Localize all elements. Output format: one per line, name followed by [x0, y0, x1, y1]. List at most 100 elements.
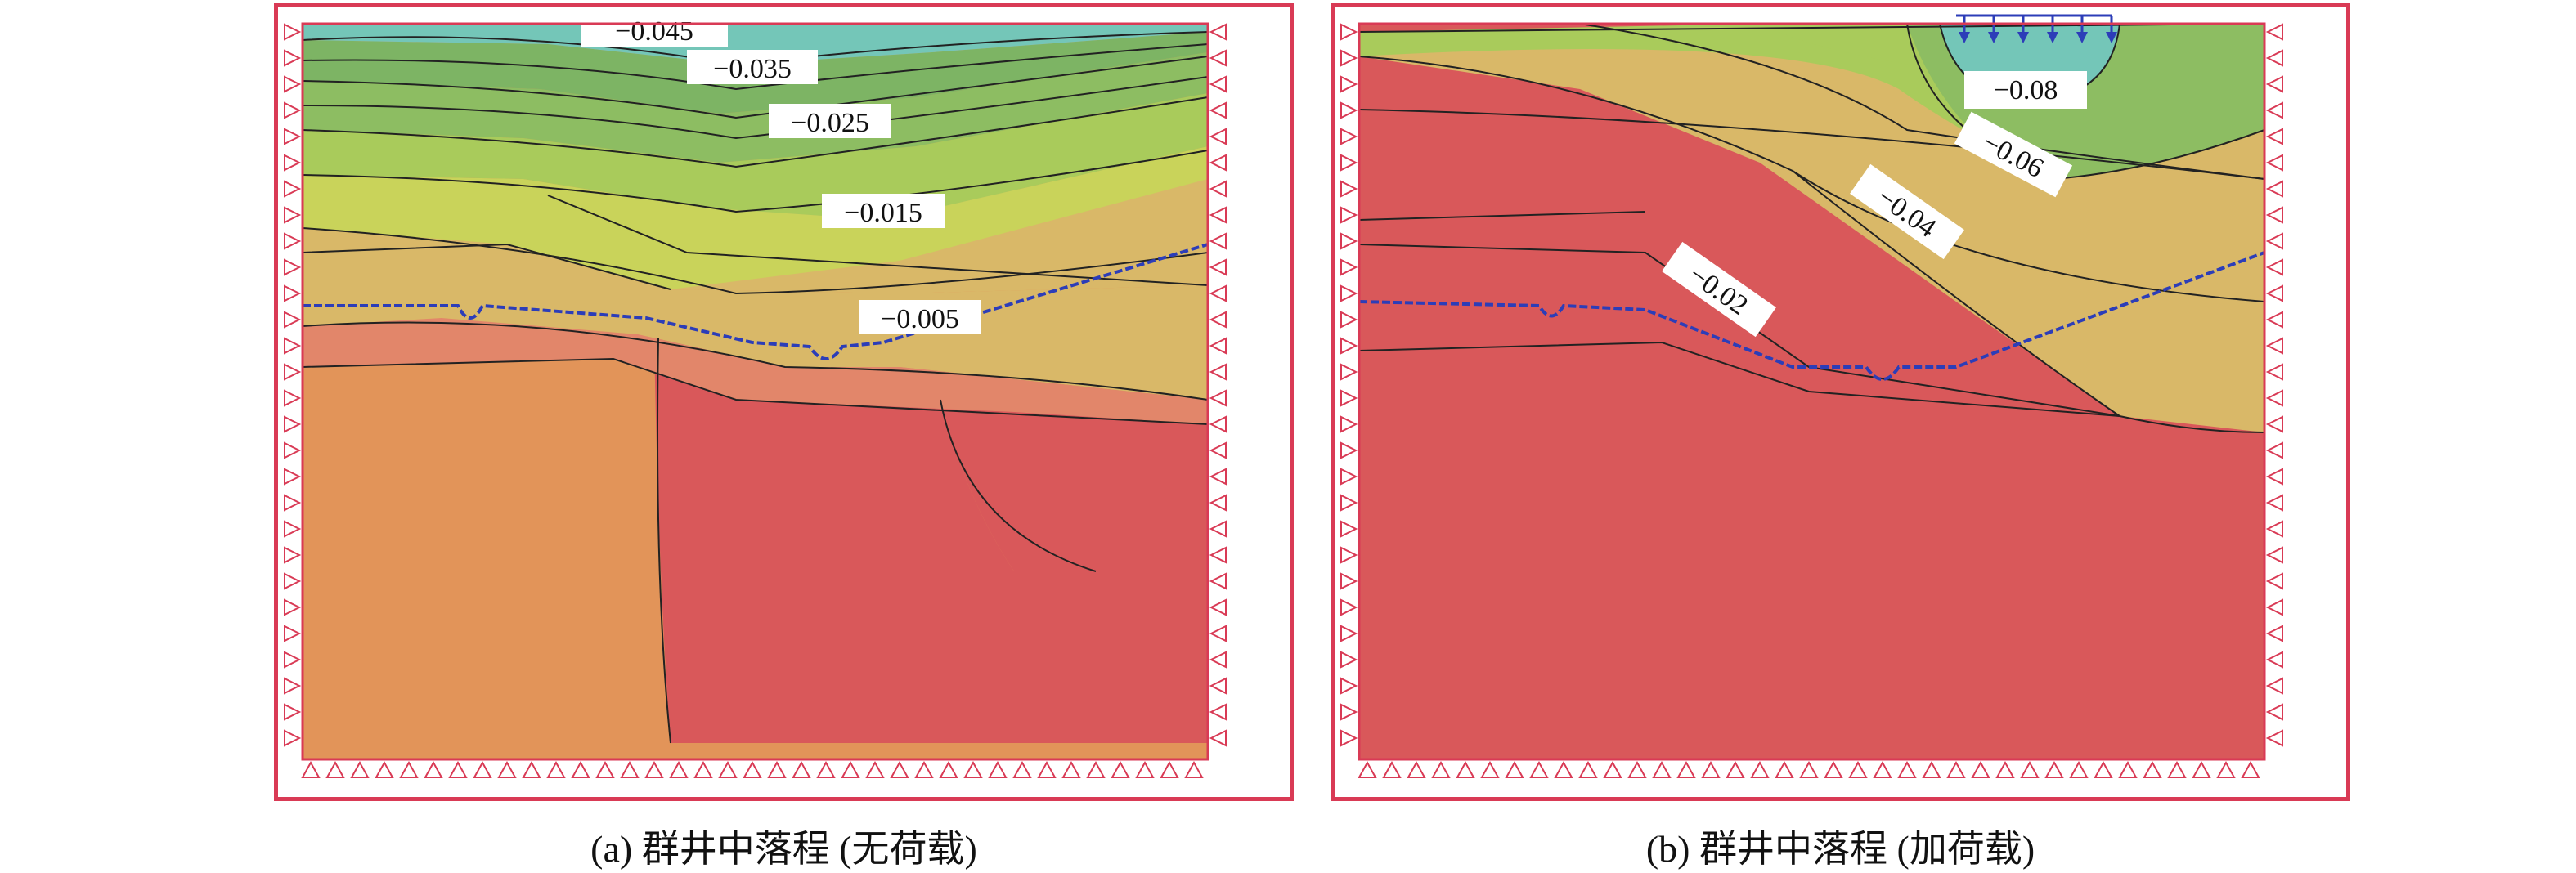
roller-support-icon	[2265, 415, 2283, 433]
pin-support-icon	[1726, 760, 1745, 778]
arrow-head	[2076, 32, 2088, 43]
roller-support-icon	[284, 703, 302, 721]
roller-support-icon	[284, 23, 302, 41]
roller-support-icon	[2265, 337, 2283, 355]
roller-support-icon	[1340, 494, 1358, 512]
roller-support-icon	[1340, 101, 1358, 119]
pin-support-icon	[1873, 760, 1892, 778]
roller-support-icon	[284, 389, 302, 407]
roller-support-icon	[2265, 494, 2283, 512]
panel-a-frame: −0.045 −0.035 −0.025 −0.015 −0.005	[274, 3, 1294, 801]
roller-support-icon	[2265, 206, 2283, 224]
roller-support-icon	[1340, 651, 1358, 669]
roller-support-icon	[1340, 468, 1358, 486]
roller-support-icon	[1340, 258, 1358, 276]
water-table-line	[303, 243, 1209, 360]
roller-support-icon	[1340, 729, 1358, 747]
roller-support-icon	[2265, 75, 2283, 93]
roller-support-icon	[1340, 154, 1358, 172]
roller-support-icon	[1209, 337, 1227, 355]
pin-support-icon	[792, 760, 811, 778]
roller-support-icon	[284, 363, 302, 381]
roller-support-icon	[2265, 546, 2283, 564]
roller-support-icon	[284, 258, 302, 276]
roller-support-icon	[1209, 154, 1227, 172]
roller-support-icon	[2265, 258, 2283, 276]
pin-support-icon	[2143, 760, 2162, 778]
tan-region	[303, 228, 1208, 400]
roller-support-icon	[284, 468, 302, 486]
roller-support-icon	[284, 572, 302, 590]
roller-support-icon	[1340, 415, 1358, 433]
arrow-head	[2047, 32, 2058, 43]
roller-support-icon	[2265, 677, 2283, 695]
roller-support-icon	[284, 49, 302, 67]
roller-support-icon	[284, 128, 302, 146]
roller-support-icon	[1340, 232, 1358, 250]
pin-support-icon	[1824, 760, 1843, 778]
yellow-green-region	[303, 146, 1208, 289]
pin-support-icon	[1995, 760, 2015, 778]
contour-label-1: −0.045	[581, 12, 728, 47]
pin-support-icon	[1111, 760, 1130, 778]
roller-support-icon	[1209, 651, 1227, 669]
pin-support-icon	[1037, 760, 1057, 778]
roller-support-icon	[1209, 389, 1227, 407]
pin-support-icon	[546, 760, 566, 778]
roller-support-icon	[1209, 703, 1227, 721]
roller-support-icon	[1209, 180, 1227, 198]
arrow-head	[2106, 32, 2117, 43]
pin-support-icon	[1554, 760, 1573, 778]
roller-support-icon	[2265, 180, 2283, 198]
roller-support-icon	[1340, 520, 1358, 538]
roller-support-icon	[284, 311, 302, 329]
roller-support-icon	[1340, 311, 1358, 329]
roller-support-icon	[1209, 311, 1227, 329]
caption-panel-b: (b) 群井中落程 (加荷载)	[1645, 828, 2035, 870]
roller-support-icon	[284, 441, 302, 459]
roller-support-icon	[1209, 363, 1227, 381]
pin-support-icon	[865, 760, 885, 778]
roller-support-icon	[1340, 677, 1358, 695]
pin-support-icon	[399, 760, 419, 778]
pin-support-icon	[914, 760, 934, 778]
roller-support-icon	[2265, 284, 2283, 302]
pin-support-icon	[1652, 760, 1672, 778]
roller-support-icon	[2265, 101, 2283, 119]
pin-support-icon	[1676, 760, 1696, 778]
salmon-region	[303, 318, 1208, 424]
pin-support-icon	[2216, 760, 2236, 778]
roller-support-icon	[1340, 703, 1358, 721]
pin-support-icon	[1897, 760, 1917, 778]
roller-support-icon	[1340, 128, 1358, 146]
pin-support-icon	[1456, 760, 1475, 778]
roller-support-icon	[1209, 572, 1227, 590]
roller-support-icon	[284, 206, 302, 224]
svg-text:−0.045: −0.045	[615, 16, 693, 47]
panel-b-contour-plot: −0.08 −0.06 −0.04 −0.02	[1340, 14, 2283, 778]
pin-support-icon	[669, 760, 689, 778]
roller-support-icon	[1340, 180, 1358, 198]
roller-support-icon	[1340, 206, 1358, 224]
roller-support-icon	[2265, 651, 2283, 669]
roller-support-icon	[284, 75, 302, 93]
roller-support-icon	[284, 154, 302, 172]
roller-support-icon	[1340, 363, 1358, 381]
pin-support-icon	[1627, 760, 1647, 778]
roller-support-icon	[1209, 468, 1227, 486]
roller-support-icon	[2265, 625, 2283, 642]
pin-support-icon	[1922, 760, 1941, 778]
roller-support-icon	[284, 729, 302, 747]
roller-support-icon	[2265, 468, 2283, 486]
pin-support-icon	[1946, 760, 1966, 778]
roller-support-icon	[1340, 337, 1358, 355]
pin-support-icon	[2118, 760, 2138, 778]
pin-support-icon	[890, 760, 909, 778]
contour-lines	[302, 31, 1209, 744]
roller-support-icon	[2265, 232, 2283, 250]
pin-support-icon	[2094, 760, 2113, 778]
roller-support-icon	[2265, 520, 2283, 538]
roller-support-icon	[1340, 389, 1358, 407]
pin-support-icon	[375, 760, 394, 778]
pin-support-icon	[1184, 760, 1204, 778]
